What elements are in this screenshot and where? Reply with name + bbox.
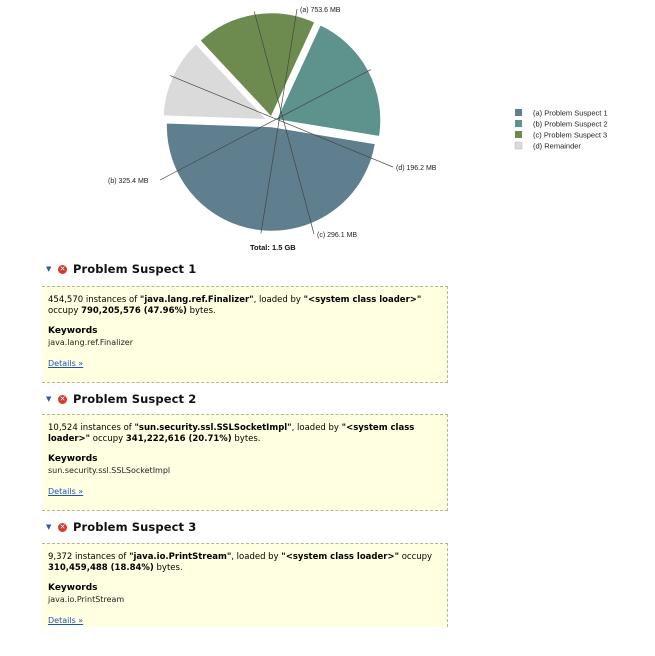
class-name: "sun.security.ssl.SSLSocketImpl" [134,423,292,433]
desc-text: bytes. [153,563,183,573]
suspect-3-box: 9,372 instances of "java.io.PrintStream"… [42,543,448,627]
legend-swatch-d [514,141,523,150]
keywords-heading: Keywords [48,583,98,593]
legend-item-d: (d) Remainder [533,142,581,151]
desc-text: , loaded by [291,423,342,433]
pie-label-b: (b) 325.4 MB [108,178,149,185]
class-loader: "<system class loader>" [48,423,415,444]
suspect-2-box: 10,524 instances of "sun.security.ssl.SS… [42,414,448,511]
legend-swatch-b [515,120,522,127]
suspect-1-box: 454,570 instances of "java.lang.ref.Fina… [42,286,448,383]
error-icon: ✕ [58,394,67,404]
keywords-heading: Keywords [48,454,98,464]
error-icon: ✕ [58,264,67,274]
suspect-1-description: 454,570 instances of "java.lang.ref.Fina… [48,295,441,317]
desc-text: occupy [399,552,433,562]
desc-text: 9,372 instances of [48,552,130,562]
keyword-value: java.lang.ref.Finalizer [48,338,134,347]
class-name: "java.lang.ref.Finalizer" [139,295,254,305]
suspect-3-title: Problem Suspect 3 [73,520,197,534]
leader-line-d [169,75,394,168]
pie-chart: (a) 753.6 MB (b) 325.4 MB (c) 296.1 MB (… [108,7,608,252]
desc-text: , loaded by [253,295,304,305]
pie-label-c: (c) 296.1 MB [317,232,357,239]
desc-text: bytes. [186,306,216,316]
pie-slice-a [164,120,378,234]
details-link[interactable]: Details » [48,487,84,496]
desc-text: occupy [90,434,126,444]
suspect-2-description: 10,524 instances of "sun.security.ssl.SS… [48,423,441,445]
suspect-2-title: Problem Suspect 2 [73,392,197,406]
suspect-1-header[interactable]: ▼ ✕ Problem Suspect 1 [46,262,196,276]
desc-text: bytes. [231,434,261,444]
leader-line-b [159,69,372,181]
pie-total-label: Total: 1.5 GB [250,243,296,252]
class-loader: "<system class loader>" [281,552,399,562]
details-link[interactable]: Details » [48,616,84,625]
details-link[interactable]: Details » [48,359,84,368]
keyword-value: java.io.PrintStream [48,595,125,604]
twisty-expanded-icon[interactable]: ▼ [46,523,52,531]
retained-bytes: 310,459,488 (18.84%) [48,563,154,573]
desc-text: 10,524 instances of [48,423,135,433]
chart-legend: (a) Problem Suspect 1 (b) Problem Suspec… [514,109,608,151]
suspect-1-title: Problem Suspect 1 [73,262,197,276]
pie-slices [161,10,383,234]
suspect-3-header[interactable]: ▼ ✕ Problem Suspect 3 [46,519,196,535]
suspect-3-description: 9,372 instances of "java.io.PrintStream"… [48,552,441,574]
pie-leader-lines [159,8,394,235]
retained-bytes: 341,222,616 (20.71%) [125,434,232,444]
desc-text: , loaded by [231,552,282,562]
keywords-heading: Keywords [48,326,98,336]
keyword-value: sun.security.ssl.SSLSocketImpl [48,466,171,475]
legend-swatch-c [515,131,522,138]
pie-label-d: (d) 196.2 MB [396,165,437,172]
leader-line-a [260,8,298,234]
legend-item-a: (a) Problem Suspect 1 [533,109,608,118]
class-loader: "<system class loader>" [303,295,422,305]
legend-item-b: (b) Problem Suspect 2 [533,120,608,129]
suspect-2-header[interactable]: ▼ ✕ Problem Suspect 2 [46,391,196,407]
pie-label-a: (a) 753.6 MB [300,7,341,14]
class-name: "java.io.PrintStream" [129,552,232,562]
desc-text: 454,570 instances of [48,295,140,305]
desc-text: occupy [48,306,82,316]
legend-swatch-a [515,109,522,116]
twisty-expanded-icon[interactable]: ▼ [46,265,52,273]
error-icon: ✕ [58,522,67,532]
retained-bytes: 790,205,576 (47.96%) [81,306,187,316]
twisty-expanded-icon[interactable]: ▼ [46,395,52,403]
legend-item-c: (c) Problem Suspect 3 [533,131,607,140]
